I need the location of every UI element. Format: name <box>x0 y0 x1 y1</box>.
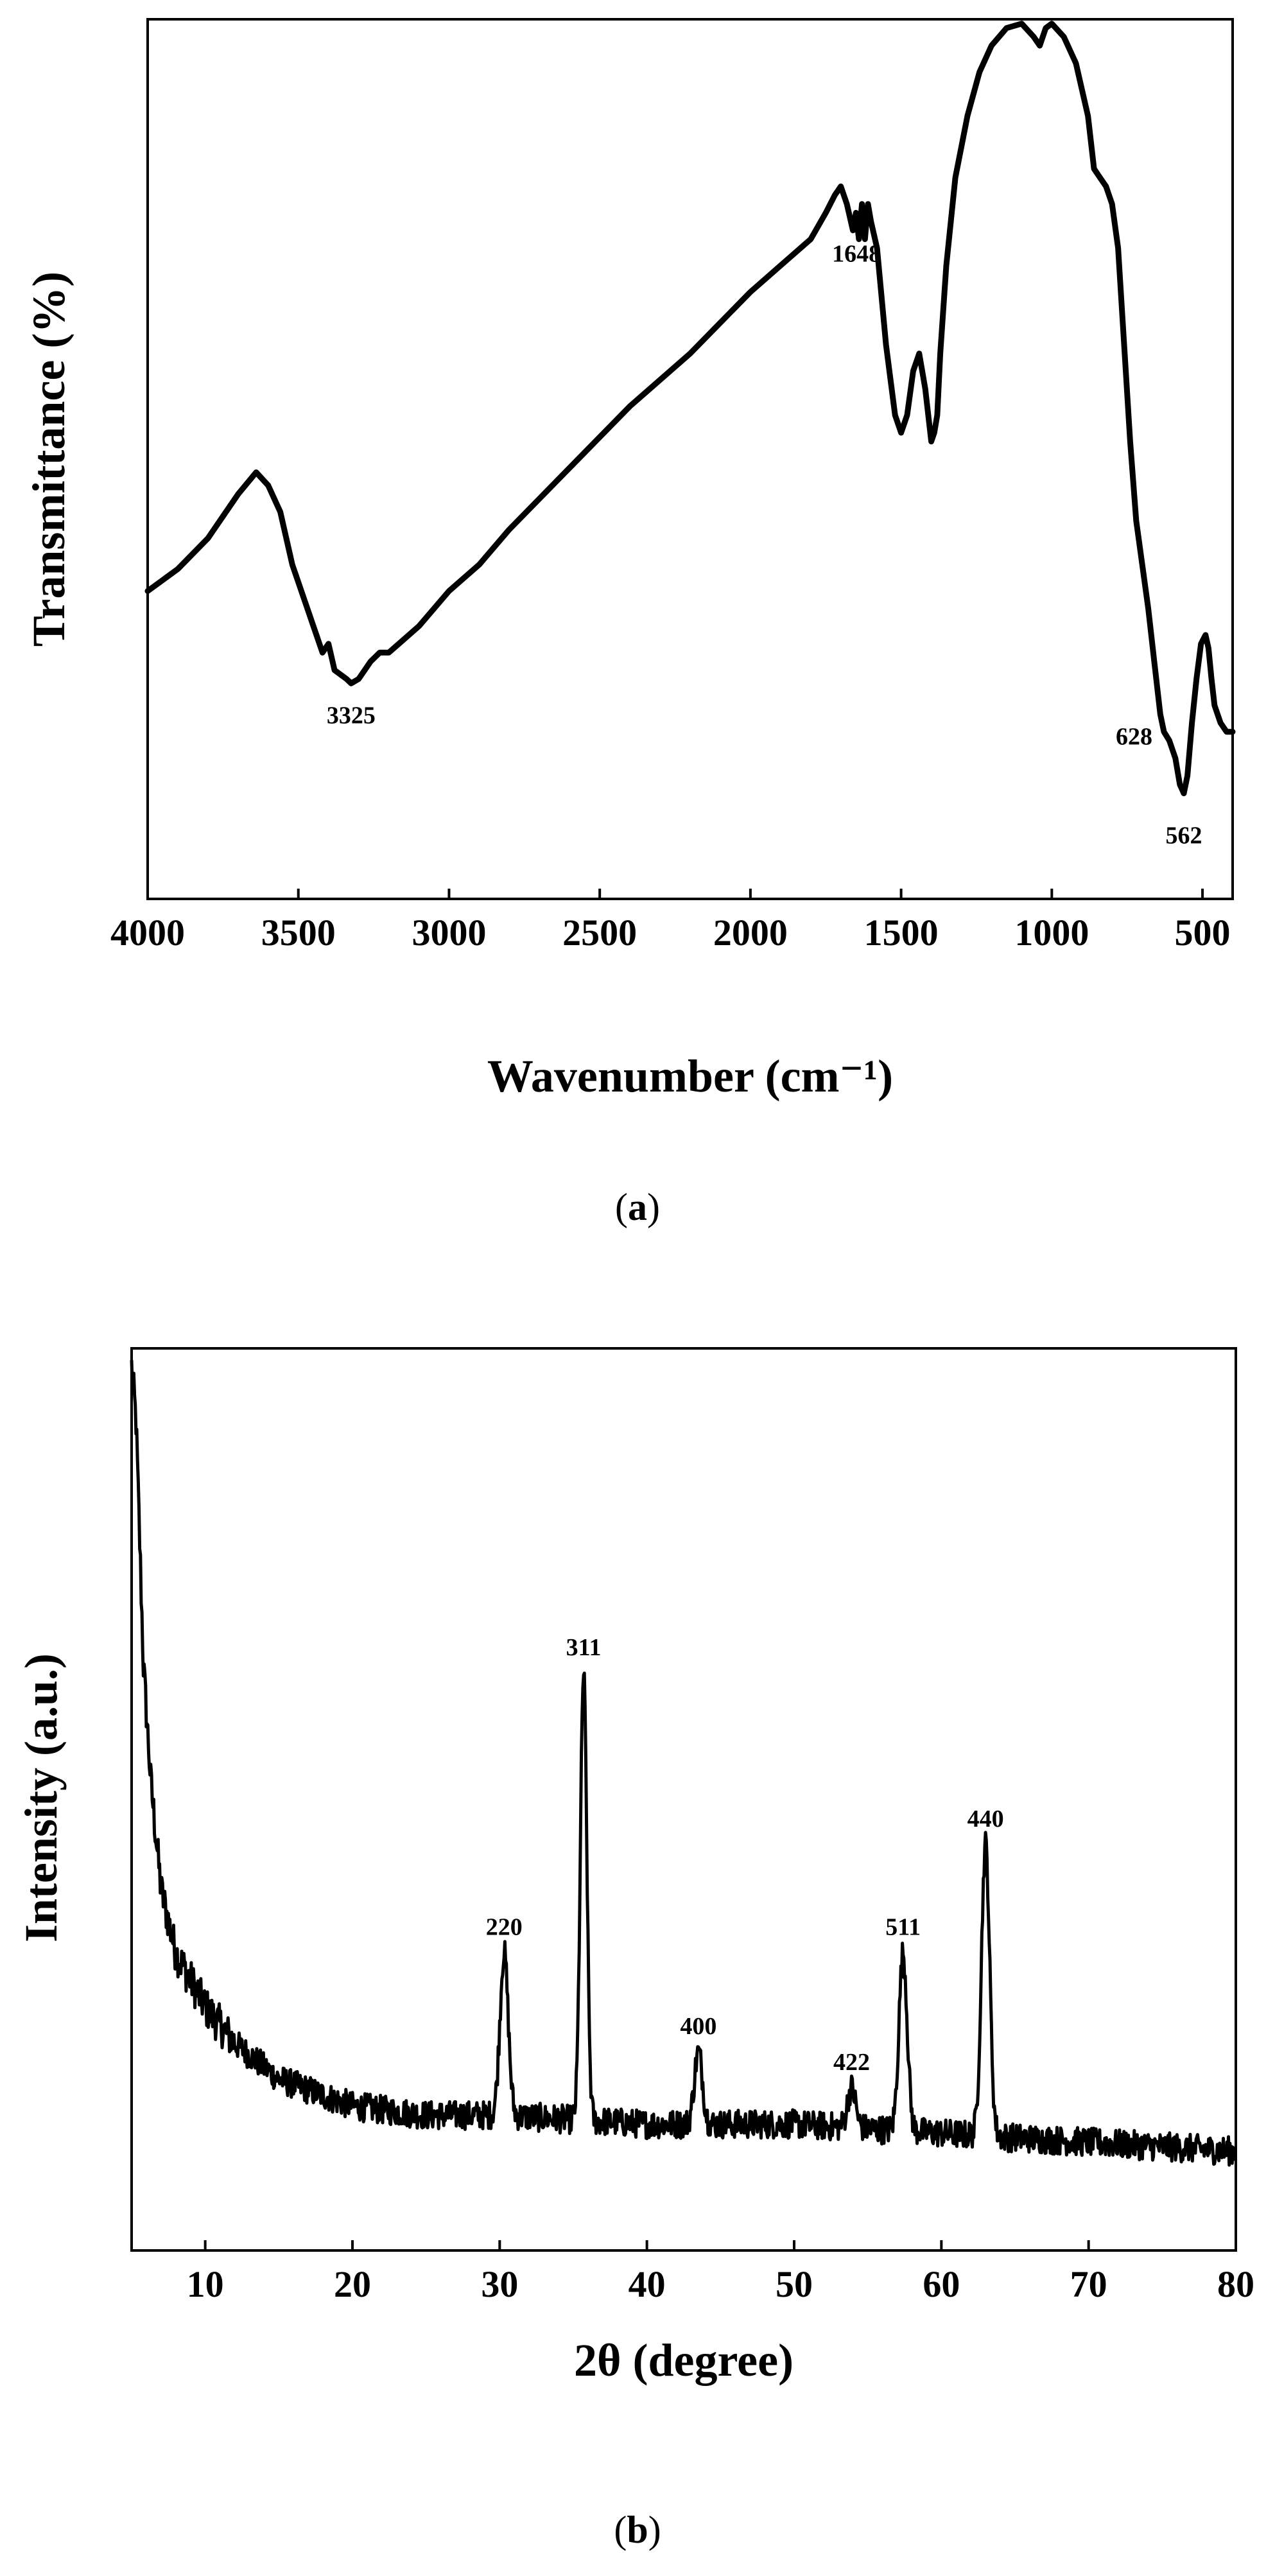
caption-a: (a) <box>615 1186 660 1228</box>
x-tick-label-a: 2500 <box>562 912 637 953</box>
peak-annotation-a: 3325 <box>327 702 376 729</box>
x-ticks-a: 4000 3500 3000 2500 2000 1500 1000 500 <box>110 889 1231 953</box>
x-tick-label-b: 60 <box>923 2263 960 2305</box>
x-tick-label-b: 10 <box>187 2263 224 2305</box>
x-ticks-b: 10 20 30 40 50 60 70 80 <box>187 2240 1254 2305</box>
xrd-pattern-line <box>130 1360 1238 2167</box>
caption-b-close: ) <box>648 2509 661 2551</box>
x-tick-label-b: 70 <box>1070 2263 1107 2305</box>
ftir-spectrum-line <box>144 21 1236 797</box>
x-tick-label-b: 40 <box>629 2263 666 2305</box>
peak-annotation-b: 311 <box>566 1634 602 1661</box>
peak-annotation-b: 422 <box>833 2049 870 2076</box>
plot-frame-b <box>130 1347 1237 2252</box>
x-tick-label-a: 3000 <box>412 912 486 953</box>
x-tick-label-b: 30 <box>481 2263 518 2305</box>
x-tick-label-b: 20 <box>334 2263 371 2305</box>
peak-annotation-a: 1648 <box>832 241 881 268</box>
annotations-a: 3325 1648 628 562 <box>327 241 1202 849</box>
caption-a-close: ) <box>647 1186 660 1228</box>
peak-annotation-b: 220 <box>486 1913 523 1940</box>
x-tick-label-b: 50 <box>776 2263 813 2305</box>
x-tick-label-a: 2000 <box>713 912 788 953</box>
x-tick-label-b: 80 <box>1217 2263 1254 2305</box>
annotations-b: 311 220 400 422 511 440 <box>486 1634 1004 2076</box>
x-axis-title-b: 2θ (degree) <box>574 2335 794 2386</box>
caption-a-open: ( <box>615 1186 628 1228</box>
x-tick-label-a: 3500 <box>261 912 336 953</box>
peak-annotation-b: 440 <box>967 1806 1004 1832</box>
peak-annotation-b: 400 <box>680 2013 716 2040</box>
y-axis-title-a: Transmittance (%) <box>23 272 74 647</box>
x-tick-label-a: 4000 <box>110 912 185 953</box>
peak-annotation-a: 562 <box>1165 822 1202 849</box>
peak-annotation-a: 628 <box>1116 724 1152 751</box>
peak-annotation-b: 511 <box>885 1913 921 1940</box>
panel-b-xrd: 10 20 30 40 50 60 70 80 311 220 400 422 511 440 2θ (… <box>15 1347 1254 2551</box>
y-axis-title-b: Intensity (a.u.) <box>15 1653 67 1942</box>
caption-b: (b) <box>614 2509 661 2551</box>
caption-b-open: ( <box>614 2509 627 2551</box>
caption-a-letter: a <box>628 1186 647 1228</box>
x-tick-label-a: 1500 <box>864 912 939 953</box>
x-tick-label-a: 500 <box>1175 912 1231 953</box>
caption-b-letter: b <box>627 2509 648 2551</box>
x-tick-label-a: 1000 <box>1014 912 1089 953</box>
x-axis-title-a: Wavenumber (cm⁻¹) <box>487 1050 893 1102</box>
plot-frame-a <box>146 18 1234 900</box>
panel-a-ftir: 4000 3500 3000 2500 2000 1500 1000 500 3325 1648… <box>23 18 1236 1228</box>
